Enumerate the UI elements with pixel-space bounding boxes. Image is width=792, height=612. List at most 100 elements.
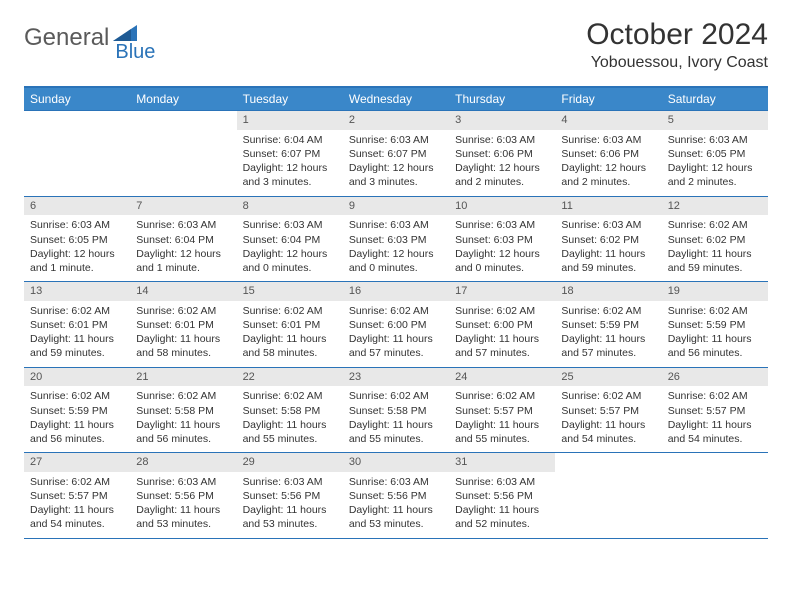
- daylight-text: Daylight: 11 hours and 58 minutes.: [243, 332, 337, 360]
- sunset-text: Sunset: 5:56 PM: [455, 489, 549, 503]
- day-number: 6: [24, 197, 130, 216]
- daylight-text: Daylight: 11 hours and 55 minutes.: [243, 418, 337, 446]
- daylight-text: Daylight: 12 hours and 1 minute.: [30, 247, 124, 275]
- day-cell: [130, 111, 236, 196]
- sunrise-text: Sunrise: 6:03 AM: [243, 475, 337, 489]
- day-number: 15: [237, 282, 343, 301]
- sunset-text: Sunset: 6:03 PM: [455, 233, 549, 247]
- daylight-text: Daylight: 11 hours and 53 minutes.: [349, 503, 443, 531]
- sunset-text: Sunset: 6:00 PM: [349, 318, 443, 332]
- sunset-text: Sunset: 6:03 PM: [349, 233, 443, 247]
- day-cell: 23Sunrise: 6:02 AMSunset: 5:58 PMDayligh…: [343, 368, 449, 453]
- day-number: 26: [662, 368, 768, 387]
- day-number: 12: [662, 197, 768, 216]
- sunset-text: Sunset: 5:57 PM: [561, 404, 655, 418]
- sunset-text: Sunset: 5:57 PM: [668, 404, 762, 418]
- location: Yobouessou, Ivory Coast: [586, 54, 768, 72]
- day-number: 11: [555, 197, 661, 216]
- day-content: Sunrise: 6:03 AMSunset: 5:56 PMDaylight:…: [130, 472, 236, 538]
- sunset-text: Sunset: 6:06 PM: [561, 147, 655, 161]
- weekday-header: Saturday: [662, 88, 768, 110]
- daylight-text: Daylight: 11 hours and 57 minutes.: [455, 332, 549, 360]
- sunrise-text: Sunrise: 6:02 AM: [136, 304, 230, 318]
- day-cell: 17Sunrise: 6:02 AMSunset: 6:00 PMDayligh…: [449, 282, 555, 367]
- day-content: Sunrise: 6:03 AMSunset: 5:56 PMDaylight:…: [449, 472, 555, 538]
- sunset-text: Sunset: 5:57 PM: [30, 489, 124, 503]
- day-content: Sunrise: 6:02 AMSunset: 5:57 PMDaylight:…: [24, 472, 130, 538]
- day-cell: 12 Sunrise: 6:02 AMSunset: 6:02 PMDayligh…: [662, 197, 768, 282]
- daylight-text: Daylight: 11 hours and 54 minutes.: [561, 418, 655, 446]
- day-content: Sunrise: 6:03 AMSunset: 6:03 PMDaylight:…: [343, 215, 449, 281]
- day-content: Sunrise: 6:03 AMSunset: 6:06 PMDaylight:…: [555, 130, 661, 196]
- day-number: 20: [24, 368, 130, 387]
- day-number: 31: [449, 453, 555, 472]
- day-content: Sunrise: 6:03 AMSunset: 6:04 PMDaylight:…: [237, 215, 343, 281]
- daylight-text: Daylight: 11 hours and 57 minutes.: [561, 332, 655, 360]
- day-content: Sunrise: 6:02 AMSunset: 5:57 PMDaylight:…: [555, 386, 661, 452]
- day-content: Sunrise: 6:02 AMSunset: 5:59 PMDaylight:…: [555, 301, 661, 367]
- day-cell: 30Sunrise: 6:03 AMSunset: 5:56 PMDayligh…: [343, 453, 449, 538]
- day-cell: 1Sunrise: 6:04 AMSunset: 6:07 PMDaylight…: [237, 111, 343, 196]
- week-row: 6Sunrise: 6:03 AMSunset: 6:05 PMDaylight…: [24, 196, 768, 282]
- sunrise-text: Sunrise: 6:03 AM: [668, 133, 762, 147]
- daylight-text: Daylight: 11 hours and 53 minutes.: [243, 503, 337, 531]
- day-content: Sunrise: 6:03 AMSunset: 6:05 PMDaylight:…: [24, 215, 130, 281]
- sunset-text: Sunset: 5:59 PM: [30, 404, 124, 418]
- day-cell: 14Sunrise: 6:02 AMSunset: 6:01 PMDayligh…: [130, 282, 236, 367]
- sunrise-text: Sunrise: 6:02 AM: [30, 304, 124, 318]
- day-cell: 15Sunrise: 6:02 AMSunset: 6:01 PMDayligh…: [237, 282, 343, 367]
- day-cell: 20Sunrise: 6:02 AMSunset: 5:59 PMDayligh…: [24, 368, 130, 453]
- sunrise-text: Sunrise: 6:03 AM: [136, 475, 230, 489]
- day-cell: 11Sunrise: 6:03 AMSunset: 6:02 PMDayligh…: [555, 197, 661, 282]
- day-number: 18: [555, 282, 661, 301]
- sunset-text: Sunset: 6:02 PM: [561, 233, 655, 247]
- day-number: 4: [555, 111, 661, 130]
- sunset-text: Sunset: 6:01 PM: [30, 318, 124, 332]
- day-number: 23: [343, 368, 449, 387]
- daylight-text: Daylight: 11 hours and 55 minutes.: [455, 418, 549, 446]
- day-number: 10: [449, 197, 555, 216]
- title-block: October 2024 Yobouessou, Ivory Coast: [586, 18, 768, 72]
- sunset-text: Sunset: 6:02 PM: [668, 233, 762, 247]
- day-cell: 18Sunrise: 6:02 AMSunset: 5:59 PMDayligh…: [555, 282, 661, 367]
- day-cell: 22Sunrise: 6:02 AMSunset: 5:58 PMDayligh…: [237, 368, 343, 453]
- daylight-text: Daylight: 11 hours and 56 minutes.: [668, 332, 762, 360]
- day-number: 9: [343, 197, 449, 216]
- daylight-text: Daylight: 12 hours and 2 minutes.: [561, 161, 655, 189]
- day-cell: 21Sunrise: 6:02 AMSunset: 5:58 PMDayligh…: [130, 368, 236, 453]
- daylight-text: Daylight: 11 hours and 53 minutes.: [136, 503, 230, 531]
- sunrise-text: Sunrise: 6:02 AM: [243, 389, 337, 403]
- sunrise-text: Sunrise: 6:04 AM: [243, 133, 337, 147]
- sunrise-text: Sunrise: 6:02 AM: [455, 304, 549, 318]
- logo: General Blue: [24, 24, 181, 52]
- sunrise-text: Sunrise: 6:02 AM: [349, 389, 443, 403]
- day-number: 28: [130, 453, 236, 472]
- sunrise-text: Sunrise: 6:03 AM: [349, 133, 443, 147]
- sunrise-text: Sunrise: 6:02 AM: [668, 218, 762, 232]
- sunrise-text: Sunrise: 6:03 AM: [136, 218, 230, 232]
- day-number: 29: [237, 453, 343, 472]
- day-number: 30: [343, 453, 449, 472]
- calendar-grid: Sunday Monday Tuesday Wednesday Thursday…: [24, 86, 768, 539]
- day-content: Sunrise: 6:02 AMSunset: 6:00 PMDaylight:…: [343, 301, 449, 367]
- sunrise-text: Sunrise: 6:02 AM: [30, 475, 124, 489]
- daylight-text: Daylight: 12 hours and 2 minutes.: [455, 161, 549, 189]
- daylight-text: Daylight: 11 hours and 55 minutes.: [349, 418, 443, 446]
- daylight-text: Daylight: 11 hours and 54 minutes.: [30, 503, 124, 531]
- sunset-text: Sunset: 5:56 PM: [243, 489, 337, 503]
- sunrise-text: Sunrise: 6:03 AM: [561, 133, 655, 147]
- day-cell: 4Sunrise: 6:03 AMSunset: 6:06 PMDaylight…: [555, 111, 661, 196]
- week-row: 13Sunrise: 6:02 AMSunset: 6:01 PMDayligh…: [24, 281, 768, 367]
- day-content: Sunrise: 6:03 AMSunset: 6:05 PMDaylight:…: [662, 130, 768, 196]
- day-number: [130, 111, 236, 130]
- sunset-text: Sunset: 6:07 PM: [243, 147, 337, 161]
- sunrise-text: Sunrise: 6:03 AM: [455, 133, 549, 147]
- day-number: 27: [24, 453, 130, 472]
- daylight-text: Daylight: 11 hours and 59 minutes.: [668, 247, 762, 275]
- daylight-text: Daylight: 11 hours and 56 minutes.: [30, 418, 124, 446]
- sunrise-text: Sunrise: 6:03 AM: [30, 218, 124, 232]
- week-row: 1Sunrise: 6:04 AMSunset: 6:07 PMDaylight…: [24, 110, 768, 196]
- day-number: 13: [24, 282, 130, 301]
- month-title: October 2024: [586, 18, 768, 52]
- sunset-text: Sunset: 6:01 PM: [136, 318, 230, 332]
